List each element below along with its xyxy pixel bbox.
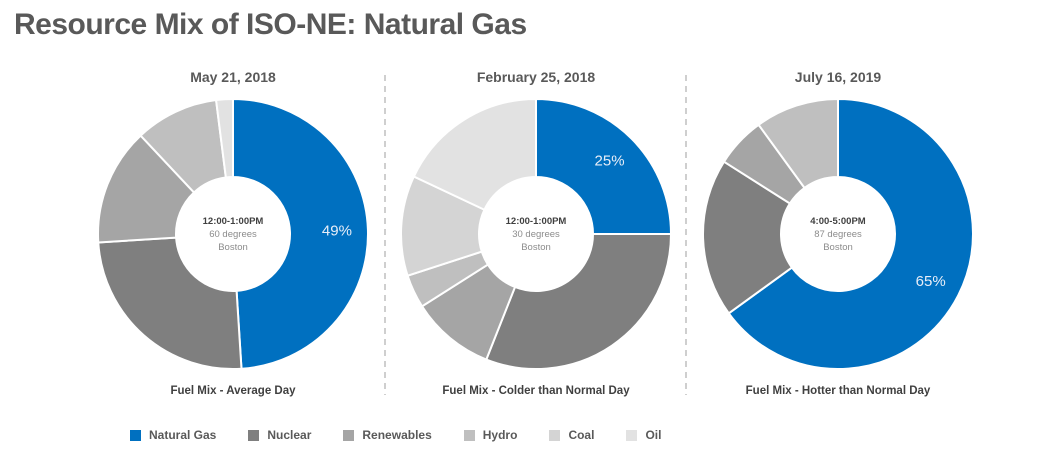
slice-natural-gas (535, 97, 673, 235)
legend-item-hydro: Hydro (463, 428, 518, 442)
center-time: 4:00-5:00PM (810, 216, 866, 227)
center-time: 12:00-1:00PM (203, 216, 264, 227)
legend-label: Renewables (362, 428, 432, 442)
legend-swatch (130, 429, 141, 441)
page-title: Resource Mix of ISO-NE: Natural Gas (14, 8, 527, 41)
slice-nuclear (97, 236, 243, 370)
chart-title: July 16, 2019 (795, 69, 882, 85)
legend-swatch (248, 429, 260, 441)
legend-label: Natural Gas (149, 428, 217, 442)
chart-title: May 21, 2018 (190, 69, 276, 85)
legend: Natural Gas Nuclear Renewables Hydro Coa… (130, 428, 693, 442)
legend-item-coal: Coal (549, 428, 594, 442)
chart-caption: Fuel Mix - Average Day (170, 385, 296, 397)
legend-label: Nuclear (267, 428, 312, 442)
slice-nuclear (485, 233, 673, 370)
slice-oil (412, 97, 537, 212)
center-location: Boston (823, 242, 853, 253)
legend-swatch (549, 429, 561, 441)
slice-nuclear (702, 160, 794, 315)
legend-item-oil: Oil (626, 428, 661, 442)
slice-natural-gas (727, 97, 974, 370)
chart-title: February 25, 2018 (477, 69, 596, 85)
slice-natural-gas (232, 97, 370, 370)
center-time: 12:00-1:00PM (506, 216, 567, 227)
chart-caption: Fuel Mix - Hotter than Normal Day (746, 385, 931, 397)
legend-swatch (463, 429, 475, 441)
legend-item-nuclear: Nuclear (248, 428, 311, 442)
data-label: 49% (322, 223, 352, 240)
data-label: 65% (916, 273, 946, 290)
legend-label: Coal (568, 428, 595, 442)
center-temperature: 30 degrees (512, 229, 560, 240)
slice-oil (214, 97, 234, 179)
legend-label: Hydro (482, 428, 518, 442)
legend-swatch (343, 429, 355, 441)
chart-caption: Fuel Mix - Colder than Normal Day (442, 385, 630, 397)
center-location: Boston (521, 242, 551, 253)
center-temperature: 87 degrees (814, 229, 862, 240)
data-label: 25% (595, 152, 625, 169)
legend-item-renewables: Renewables (343, 428, 432, 442)
slice-renewables (97, 134, 196, 244)
center-temperature: 60 degrees (209, 229, 257, 240)
legend-item-natural-gas: Natural Gas (130, 428, 216, 442)
slice-hydro (757, 97, 839, 190)
legend-label: Oil (645, 428, 662, 442)
center-location: Boston (218, 242, 248, 253)
legend-swatch (626, 429, 638, 441)
